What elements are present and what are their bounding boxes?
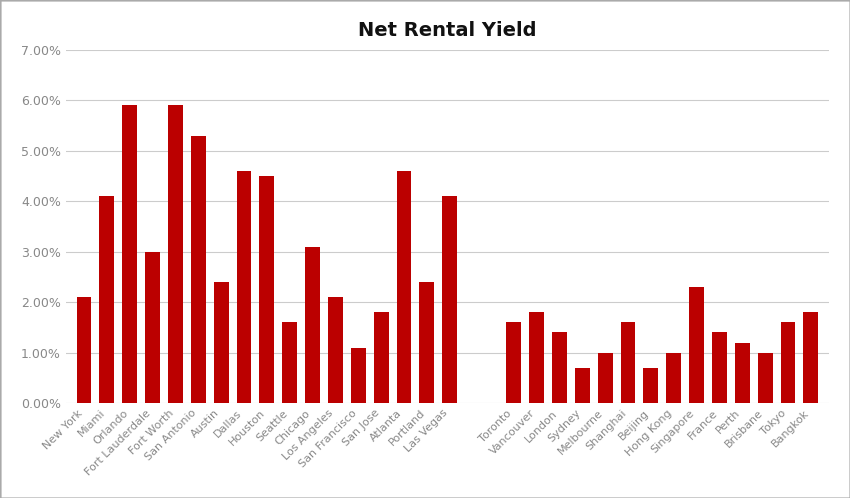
Bar bbox=[122, 105, 137, 403]
Bar bbox=[620, 322, 636, 403]
Bar bbox=[507, 322, 521, 403]
Bar bbox=[419, 282, 434, 403]
Bar bbox=[666, 353, 681, 403]
Bar bbox=[145, 251, 160, 403]
Bar bbox=[191, 135, 206, 403]
Bar bbox=[236, 171, 252, 403]
Bar bbox=[76, 297, 92, 403]
Bar bbox=[598, 353, 613, 403]
Bar bbox=[530, 312, 544, 403]
Bar bbox=[259, 176, 275, 403]
Bar bbox=[351, 348, 365, 403]
Bar bbox=[305, 247, 320, 403]
Title: Net Rental Yield: Net Rental Yield bbox=[358, 21, 536, 40]
Bar bbox=[712, 333, 727, 403]
Bar bbox=[99, 196, 114, 403]
Bar bbox=[397, 171, 411, 403]
Bar bbox=[168, 105, 183, 403]
Bar bbox=[213, 282, 229, 403]
Bar bbox=[552, 333, 567, 403]
Bar bbox=[282, 322, 297, 403]
Bar bbox=[780, 322, 796, 403]
Bar bbox=[689, 287, 704, 403]
Bar bbox=[735, 343, 750, 403]
Bar bbox=[442, 196, 457, 403]
Bar bbox=[374, 312, 388, 403]
Bar bbox=[575, 368, 590, 403]
Bar bbox=[643, 368, 658, 403]
Bar bbox=[328, 297, 343, 403]
Bar bbox=[803, 312, 819, 403]
Bar bbox=[757, 353, 773, 403]
